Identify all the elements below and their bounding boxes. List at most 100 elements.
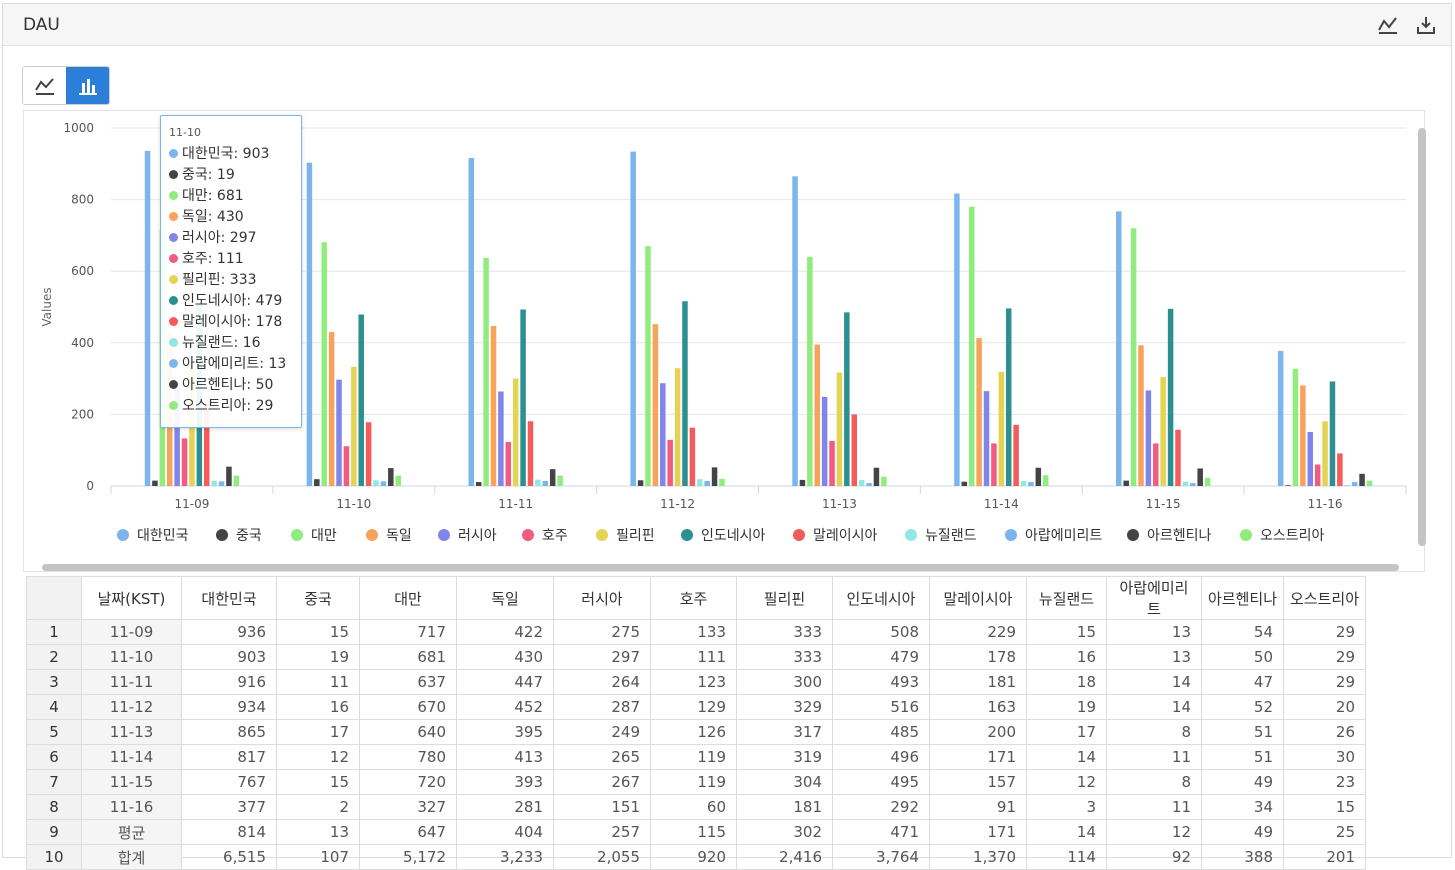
bar[interactable] xyxy=(380,481,387,486)
bar[interactable] xyxy=(660,383,666,486)
bar[interactable] xyxy=(792,176,798,486)
column-header[interactable]: 중국 xyxy=(276,576,360,620)
bar[interactable] xyxy=(226,466,232,486)
legend-marker[interactable] xyxy=(905,529,917,541)
bar[interactable] xyxy=(144,150,151,487)
bar[interactable] xyxy=(976,338,982,486)
bar[interactable] xyxy=(520,309,526,486)
bar-view-button[interactable] xyxy=(66,67,109,104)
bar[interactable] xyxy=(1160,377,1166,486)
bar[interactable] xyxy=(351,366,357,486)
bar[interactable] xyxy=(689,427,696,486)
column-header[interactable]: 독일 xyxy=(456,576,554,620)
table-row[interactable]: 2 11-10 903 19 681 430 297 111 333 479 178 16 13 50 29 xyxy=(26,644,1366,670)
bar[interactable] xyxy=(512,378,519,486)
bar[interactable] xyxy=(1138,345,1144,486)
bar[interactable] xyxy=(203,404,210,486)
column-header[interactable]: 호주 xyxy=(650,576,737,620)
bar[interactable] xyxy=(858,479,865,486)
line-view-button[interactable] xyxy=(23,67,66,104)
bar[interactable] xyxy=(1028,482,1034,486)
bar[interactable] xyxy=(542,480,549,486)
legend-marker[interactable] xyxy=(1127,529,1139,541)
legend-item-label[interactable]: 중국 xyxy=(236,528,262,544)
bar[interactable] xyxy=(1322,421,1328,486)
vertical-scrollbar[interactable] xyxy=(1418,128,1426,546)
legend-item-label[interactable]: 뉴질랜드 xyxy=(925,528,977,544)
bar[interactable] xyxy=(505,441,512,486)
bar[interactable] xyxy=(1292,368,1299,486)
bar[interactable] xyxy=(1197,468,1203,486)
bar[interactable] xyxy=(799,479,806,486)
legend-marker[interactable] xyxy=(522,529,534,541)
bar[interactable] xyxy=(1359,473,1365,486)
bar[interactable] xyxy=(1285,485,1291,486)
bar[interactable] xyxy=(968,206,975,486)
bar[interactable] xyxy=(1116,211,1122,486)
bar[interactable] xyxy=(535,479,541,486)
bar[interactable] xyxy=(1167,308,1174,486)
bar[interactable] xyxy=(1145,390,1152,486)
bar[interactable] xyxy=(836,372,843,486)
bar[interactable] xyxy=(1005,308,1012,486)
bar[interactable] xyxy=(704,480,710,486)
table-row[interactable]: 6 11-14 817 12 780 413 265 119 319 496 171 14 11 51 30 xyxy=(26,744,1366,770)
column-header[interactable]: 대만 xyxy=(359,576,457,620)
table-row[interactable]: 7 11-15 767 15 720 393 267 119 304 495 157 12 8 49 23 xyxy=(26,769,1366,795)
legend-item-label[interactable]: 말레이시아 xyxy=(813,528,878,544)
bar[interactable] xyxy=(358,314,364,486)
bar[interactable] xyxy=(1277,351,1284,486)
legend-item-label[interactable]: 호주 xyxy=(542,528,568,544)
bar[interactable] xyxy=(343,446,350,486)
bar[interactable] xyxy=(365,422,372,486)
column-header[interactable]: 필리핀 xyxy=(736,576,833,620)
bar[interactable] xyxy=(630,151,636,486)
legend-marker[interactable] xyxy=(291,529,303,541)
legend-marker[interactable] xyxy=(366,529,378,541)
bar[interactable] xyxy=(881,476,887,486)
bar[interactable] xyxy=(1035,467,1042,486)
table-row[interactable]: 5 11-13 865 17 640 395 249 126 317 485 200 17 8 51 26 xyxy=(26,719,1366,745)
bar[interactable] xyxy=(697,479,703,486)
bar[interactable] xyxy=(637,480,644,486)
bar[interactable] xyxy=(711,467,718,486)
table-row[interactable]: 9 평균 814 13 647 404 257 115 302 471 171 14 12 49 25 xyxy=(26,819,1366,845)
legend-item-label[interactable]: 오스트리아 xyxy=(1260,528,1325,544)
legend-item-label[interactable]: 대한민국 xyxy=(137,528,189,544)
bar[interactable] xyxy=(1351,482,1358,486)
legend-item-label[interactable]: 아르헨티나 xyxy=(1147,528,1212,544)
bar[interactable] xyxy=(1013,424,1019,486)
legend-item-label[interactable]: 독일 xyxy=(386,528,412,544)
bar[interactable] xyxy=(549,469,556,486)
bar[interactable] xyxy=(321,242,327,486)
bar[interactable] xyxy=(1337,453,1343,486)
bar[interactable] xyxy=(1344,484,1351,486)
bar[interactable] xyxy=(483,257,489,486)
bar[interactable] xyxy=(328,332,335,486)
bar[interactable] xyxy=(1204,477,1211,486)
bar[interactable] xyxy=(1123,480,1129,486)
bar[interactable] xyxy=(475,482,482,486)
bar[interactable] xyxy=(983,391,990,486)
bar[interactable] xyxy=(152,480,158,486)
legend-marker[interactable] xyxy=(596,529,608,541)
bar[interactable] xyxy=(1182,481,1189,486)
bar[interactable] xyxy=(719,478,725,486)
legend-item-label[interactable]: 인도네시아 xyxy=(701,528,766,544)
legend-marker[interactable] xyxy=(117,529,129,541)
bar[interactable] xyxy=(233,475,240,486)
bar[interactable] xyxy=(821,396,828,486)
table-row[interactable]: 10 합계 6,515 107 5,172 3,233 2,055 920 2,416 3,764… xyxy=(26,844,1366,870)
bar[interactable] xyxy=(306,162,313,486)
bar[interactable] xyxy=(373,480,379,486)
bar[interactable] xyxy=(807,256,813,486)
table-row[interactable]: 1 11-09 936 15 717 422 275 133 333 508 229 15 13 54 29 xyxy=(26,619,1366,645)
bar[interactable] xyxy=(961,481,968,486)
table-row[interactable]: 4 11-12 934 16 670 452 287 129 329 516 163 19 14 52 20 xyxy=(26,694,1366,720)
bar[interactable] xyxy=(674,368,681,486)
bar[interactable] xyxy=(468,158,475,486)
horizontal-scrollbar[interactable] xyxy=(42,564,1399,571)
bar[interactable] xyxy=(211,480,217,486)
bar[interactable] xyxy=(667,439,673,486)
bar[interactable] xyxy=(1307,431,1314,486)
